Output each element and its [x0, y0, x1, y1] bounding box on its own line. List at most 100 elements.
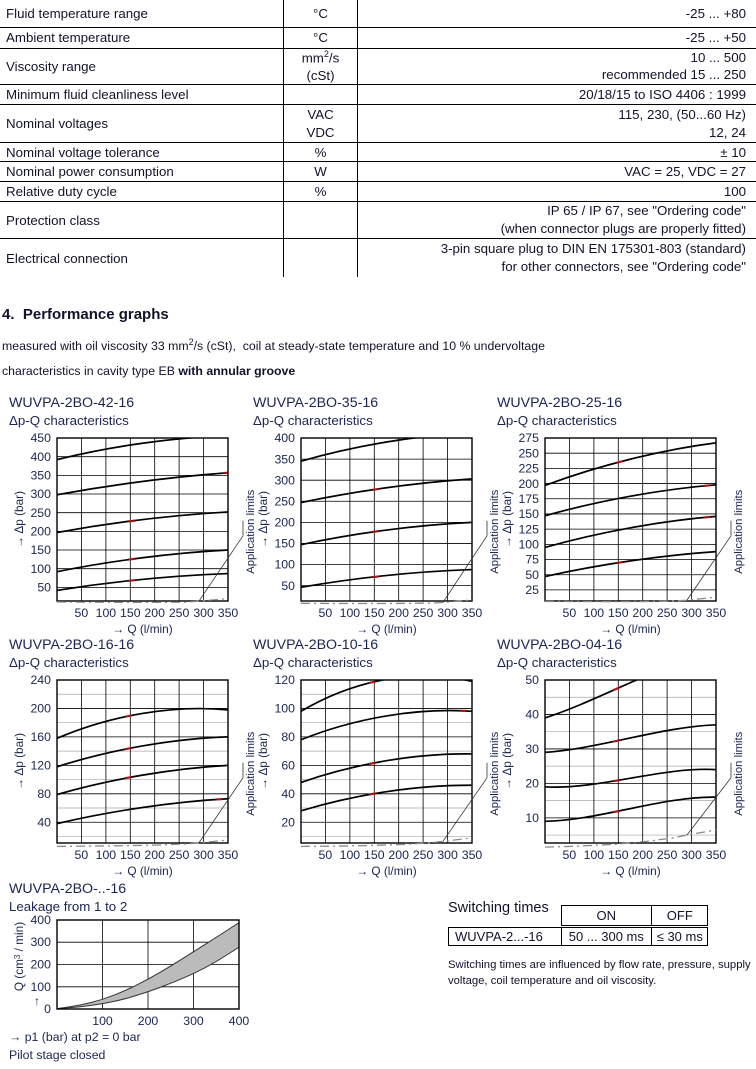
svg-text:Δp-Q characteristics: Δp-Q characteristics — [253, 655, 373, 670]
svg-text:→ Δp (bar): → Δp (bar) — [500, 733, 514, 790]
svg-text:300: 300 — [437, 606, 458, 620]
svg-text:250: 250 — [169, 606, 190, 620]
svg-text:200: 200 — [144, 848, 165, 862]
svg-text:80: 80 — [37, 787, 51, 801]
svg-text:300: 300 — [681, 606, 702, 620]
svg-text:200: 200 — [30, 958, 51, 972]
svg-text:50: 50 — [75, 606, 89, 620]
svg-text:WUVPA-2BO-16-16: WUVPA-2BO-16-16 — [9, 637, 134, 653]
svg-text:→ Δp (bar): → Δp (bar) — [500, 491, 514, 548]
svg-text:50: 50 — [75, 848, 89, 862]
svg-text:Pilot stage closed: Pilot stage closed — [9, 1048, 106, 1062]
svg-text:80: 80 — [281, 730, 295, 744]
svg-text:200: 200 — [388, 606, 409, 620]
svg-text:WUVPA-2BO-25-16: WUVPA-2BO-25-16 — [497, 395, 622, 411]
svg-text:350: 350 — [274, 452, 295, 466]
svg-text:150: 150 — [608, 606, 629, 620]
svg-text:100: 100 — [584, 848, 605, 862]
svg-text:300: 300 — [30, 935, 51, 949]
svg-text:Δp-Q characteristics: Δp-Q characteristics — [9, 413, 129, 428]
svg-text:Application limits: Application limits — [733, 731, 745, 815]
svg-text:250: 250 — [657, 848, 678, 862]
svg-text:160: 160 — [30, 730, 51, 744]
svg-text:50: 50 — [525, 673, 539, 687]
svg-text:125: 125 — [518, 522, 539, 536]
svg-text:Δp-Q characteristics: Δp-Q characteristics — [497, 413, 617, 428]
svg-text:50: 50 — [281, 579, 295, 593]
svg-text:250: 250 — [169, 848, 190, 862]
svg-text:300: 300 — [193, 606, 214, 620]
svg-text:50: 50 — [319, 848, 333, 862]
svg-text:150: 150 — [364, 848, 385, 862]
svg-text:300: 300 — [183, 1014, 204, 1028]
svg-text:40: 40 — [525, 708, 539, 722]
svg-text:0: 0 — [44, 1002, 51, 1016]
svg-text:150: 150 — [274, 537, 295, 551]
svg-text:150: 150 — [608, 848, 629, 862]
svg-text:200: 200 — [274, 516, 295, 530]
svg-text:↑: ↑ — [34, 994, 40, 1008]
svg-text:50: 50 — [319, 606, 333, 620]
svg-text:100: 100 — [96, 848, 117, 862]
svg-text:40: 40 — [37, 815, 51, 829]
svg-text:20: 20 — [525, 777, 539, 791]
svg-text:275: 275 — [518, 431, 539, 445]
svg-text:200: 200 — [388, 848, 409, 862]
svg-text:60: 60 — [281, 759, 295, 773]
svg-text:150: 150 — [364, 606, 385, 620]
svg-text:250: 250 — [413, 606, 434, 620]
svg-text:100: 100 — [518, 538, 539, 552]
svg-text:100: 100 — [96, 606, 117, 620]
svg-text:150: 150 — [120, 606, 141, 620]
svg-text:120: 120 — [274, 673, 295, 687]
svg-text:→ Δp (bar): → Δp (bar) — [256, 733, 270, 790]
svg-text:100: 100 — [340, 606, 361, 620]
svg-text:100: 100 — [274, 702, 295, 716]
svg-text:100: 100 — [92, 1014, 113, 1028]
svg-text:50: 50 — [563, 848, 577, 862]
svg-text:300: 300 — [193, 848, 214, 862]
svg-text:150: 150 — [30, 543, 51, 557]
svg-text:WUVPA-2BO-10-16: WUVPA-2BO-10-16 — [253, 637, 378, 653]
svg-text:Δp-Q characteristics: Δp-Q characteristics — [9, 655, 129, 670]
svg-text:50: 50 — [563, 606, 577, 620]
svg-text:WUVPA-2BO-42-16: WUVPA-2BO-42-16 — [9, 395, 134, 411]
svg-text:100: 100 — [274, 558, 295, 572]
svg-text:200: 200 — [518, 477, 539, 491]
svg-text:350: 350 — [462, 848, 483, 862]
svg-text:200: 200 — [144, 606, 165, 620]
svg-text:250: 250 — [413, 848, 434, 862]
svg-text:50: 50 — [525, 568, 539, 582]
svg-text:→ Δp (bar): → Δp (bar) — [12, 733, 26, 790]
svg-text:350: 350 — [706, 606, 727, 620]
svg-text:175: 175 — [518, 492, 539, 506]
svg-text:100: 100 — [340, 848, 361, 862]
svg-text:→ Q (l/min): → Q (l/min) — [356, 864, 416, 878]
svg-text:350: 350 — [706, 848, 727, 862]
svg-text:100: 100 — [30, 562, 51, 576]
svg-text:250: 250 — [274, 495, 295, 509]
svg-text:WUVPA-2BO-35-16: WUVPA-2BO-35-16 — [253, 395, 378, 411]
svg-text:300: 300 — [681, 848, 702, 862]
svg-text:→ p1 (bar) at p2 = 0 bar: → p1 (bar) at p2 = 0 bar — [9, 1030, 141, 1044]
svg-text:200: 200 — [138, 1014, 159, 1028]
svg-text:400: 400 — [30, 450, 51, 464]
svg-text:→ Q (l/min): → Q (l/min) — [112, 864, 172, 878]
svg-text:→ Δp (bar): → Δp (bar) — [256, 491, 270, 548]
svg-text:150: 150 — [120, 848, 141, 862]
svg-text:350: 350 — [462, 606, 483, 620]
svg-text:225: 225 — [518, 462, 539, 476]
svg-text:10: 10 — [525, 811, 539, 825]
svg-text:100: 100 — [584, 606, 605, 620]
svg-text:450: 450 — [30, 431, 51, 445]
svg-text:400: 400 — [229, 1014, 250, 1028]
svg-text:300: 300 — [274, 473, 295, 487]
svg-text:350: 350 — [30, 469, 51, 483]
svg-text:200: 200 — [632, 848, 653, 862]
svg-text:Δp-Q characteristics: Δp-Q characteristics — [497, 655, 617, 670]
svg-text:25: 25 — [525, 583, 539, 597]
svg-text:400: 400 — [30, 913, 51, 927]
svg-text:200: 200 — [30, 525, 51, 539]
svg-text:Leakage from 1 to 2: Leakage from 1 to 2 — [9, 899, 127, 914]
svg-text:Q (cm3 / min): Q (cm3 / min) — [12, 922, 26, 991]
